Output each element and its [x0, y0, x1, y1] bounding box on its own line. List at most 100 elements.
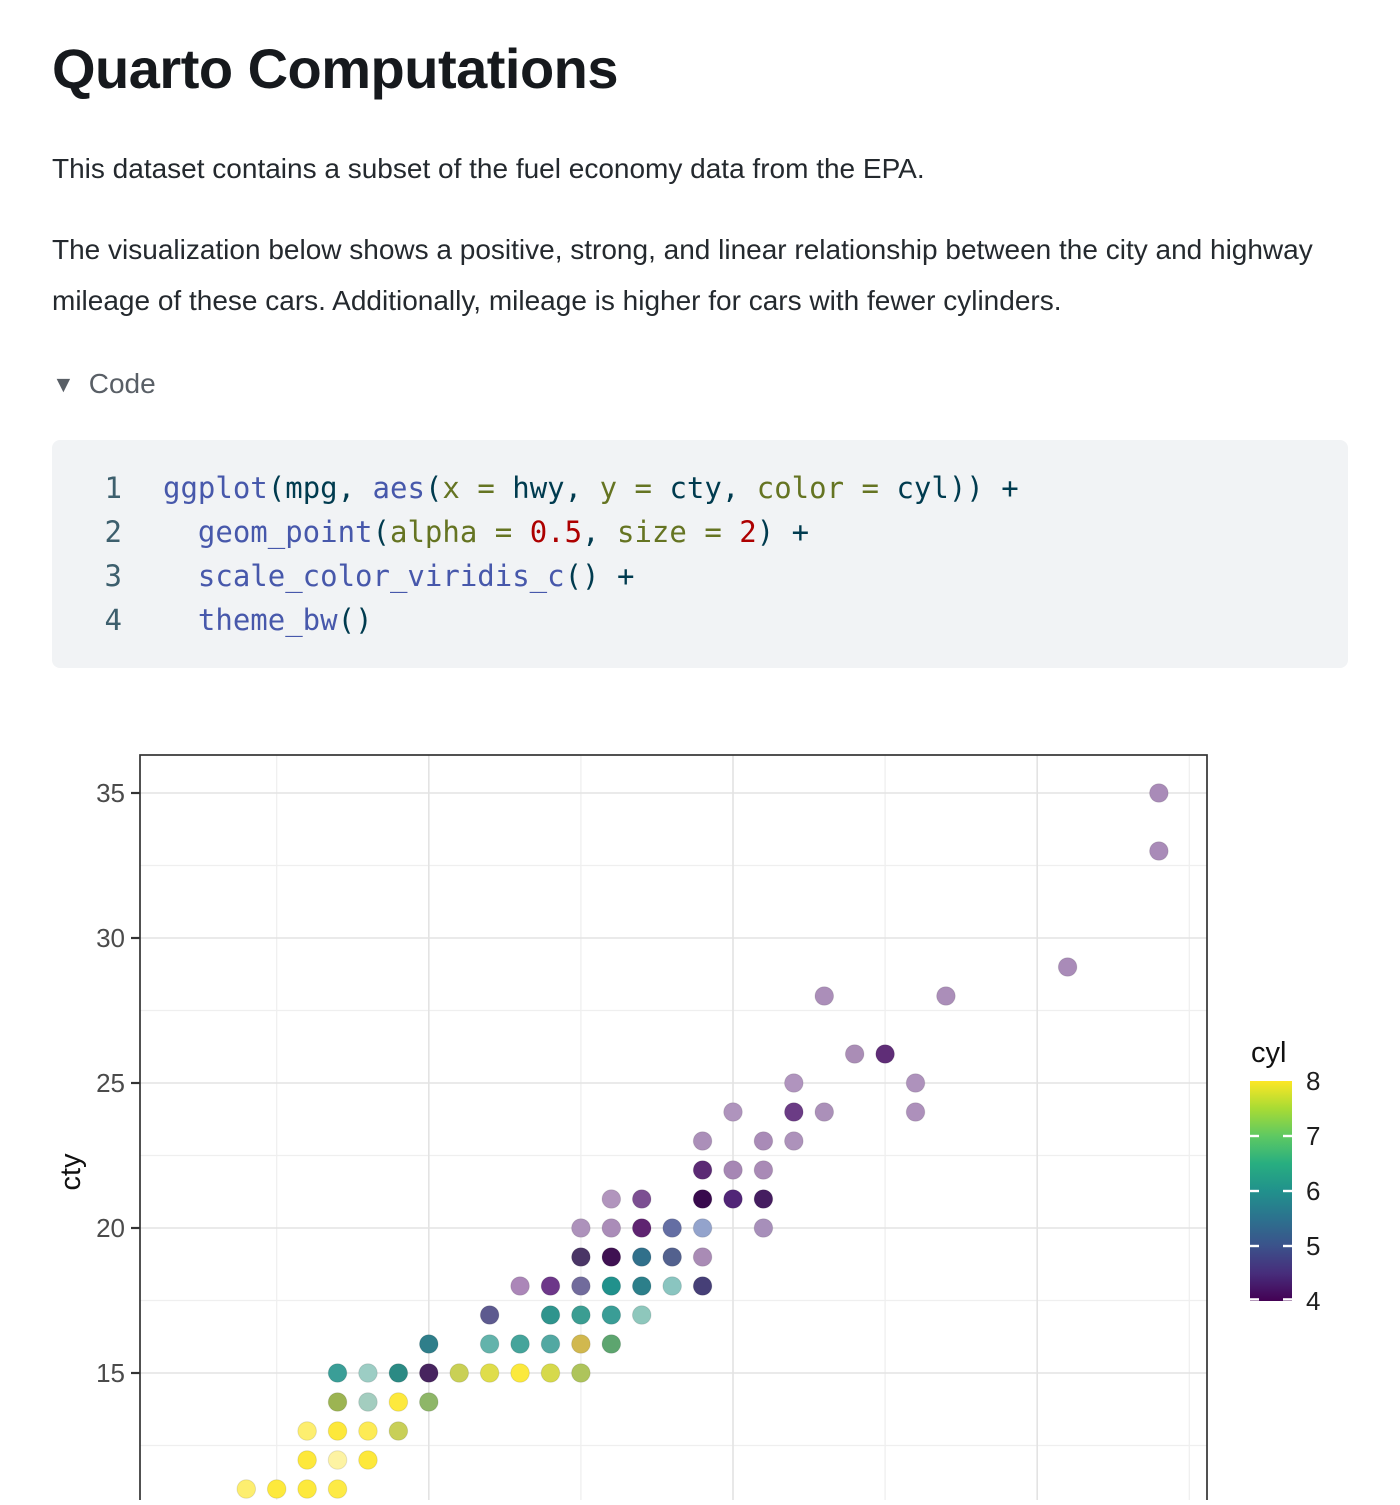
y-axis-title: cty: [55, 1153, 87, 1191]
data-point: [510, 1363, 530, 1383]
code-disclosure-label: Code: [88, 368, 156, 399]
data-point: [601, 1189, 622, 1209]
data-point: [631, 1218, 652, 1238]
data-point: [601, 1305, 622, 1325]
data-point: [601, 1218, 622, 1238]
data-point: [631, 1247, 652, 1267]
code-line: 1 ggplot(mpg, aes(x = hwy, y = cty, color…: [52, 466, 1328, 510]
data-point: [479, 1305, 500, 1325]
data-point: [1149, 783, 1169, 803]
data-point: [692, 1160, 713, 1180]
data-point: [419, 1392, 439, 1412]
code-line: 4 theme_bw(): [52, 598, 1328, 642]
data-point: [936, 986, 956, 1006]
code-text: ggplot(mpg, aes(x = hwy, y = cty, color …: [163, 471, 1019, 505]
data-point: [327, 1392, 348, 1412]
data-point: [692, 1131, 713, 1151]
triangle-down-icon: ▼: [52, 370, 75, 397]
data-point: [236, 1479, 257, 1499]
figure-chart: 35 30 25 20 15 cty cyl 8 7 6 5 4: [0, 735, 1400, 1505]
page-title: Quarto Computations: [52, 37, 619, 100]
y-tick-label: 30: [96, 923, 125, 953]
data-point: [571, 1334, 591, 1354]
code-line: 3 scale_color_viridis_c() +: [52, 554, 1328, 598]
panel-border: [139, 754, 1208, 1505]
data-point: [723, 1189, 743, 1209]
legend-tick-label: 4: [1306, 1286, 1320, 1316]
code-line: 2 geom_point(alpha = 0.5, size = 2) +: [52, 510, 1328, 554]
data-point: [419, 1334, 439, 1354]
data-point: [814, 1102, 835, 1122]
y-tick-label: 25: [96, 1068, 125, 1098]
data-point: [571, 1276, 591, 1296]
data-point: [540, 1363, 561, 1383]
data-point: [327, 1421, 348, 1441]
data-point: [297, 1479, 317, 1499]
data-point: [905, 1073, 926, 1093]
data-point: [327, 1450, 348, 1470]
data-point: [571, 1363, 591, 1383]
data-point: [358, 1450, 378, 1470]
data-point: [662, 1218, 682, 1238]
data-point: [388, 1392, 409, 1412]
data-point: [510, 1334, 530, 1354]
intro-paragraph: This dataset contains a subset of the fu…: [52, 153, 925, 184]
line-number: 1: [104, 471, 122, 505]
data-point: [631, 1189, 652, 1209]
data-point: [692, 1276, 713, 1296]
data-point: [905, 1102, 926, 1122]
data-point: [571, 1218, 591, 1238]
document-body: Quarto Computations This dataset contain…: [0, 0, 1400, 668]
data-point: [784, 1102, 804, 1122]
data-point: [662, 1276, 682, 1296]
data-point: [753, 1189, 774, 1209]
data-point: [540, 1305, 561, 1325]
code-disclosure: ▼ Code 1 ggplot(mpg, aes(x = hwy, y = cty…: [52, 368, 1348, 668]
line-number: 2: [104, 515, 122, 549]
data-point: [388, 1421, 409, 1441]
line-number: 4: [104, 603, 122, 637]
y-tick-label: 15: [96, 1358, 125, 1388]
y-tick-label: 20: [96, 1213, 125, 1243]
legend-title: cyl: [1251, 1037, 1286, 1069]
data-point: [784, 1073, 804, 1093]
data-point: [692, 1189, 713, 1209]
data-point: [1149, 841, 1169, 861]
legend-tick-label: 7: [1306, 1121, 1320, 1151]
data-point: [297, 1450, 317, 1470]
legend-tick-label: 5: [1306, 1231, 1320, 1261]
scatter-plot: 35 30 25 20 15 cty cyl 8 7 6 5 4: [55, 754, 1320, 1505]
data-point: [571, 1305, 591, 1325]
data-point: [631, 1276, 652, 1296]
code-text: scale_color_viridis_c() +: [197, 559, 635, 593]
data-point: [358, 1363, 378, 1383]
data-point: [875, 1044, 895, 1064]
legend-tick-label: 8: [1306, 1066, 1320, 1096]
legend-tick-label: 6: [1306, 1176, 1320, 1206]
data-point: [540, 1276, 561, 1296]
data-point: [327, 1479, 348, 1499]
description-paragraph: The visualization below shows a positive…: [52, 234, 1313, 316]
data-point: [479, 1363, 500, 1383]
data-point: [358, 1392, 378, 1412]
code-text: theme_bw(): [197, 603, 373, 637]
data-point: [358, 1421, 378, 1441]
data-point: [844, 1044, 865, 1064]
data-point: [601, 1334, 622, 1354]
data-point: [814, 986, 835, 1006]
data-point: [571, 1247, 591, 1267]
data-point: [1057, 957, 1078, 977]
code-disclosure-summary[interactable]: ▼ Code: [52, 368, 1348, 400]
data-point: [419, 1363, 439, 1383]
data-point: [753, 1218, 774, 1238]
data-point: [540, 1334, 561, 1354]
data-point: [692, 1218, 713, 1238]
code-block: 1 ggplot(mpg, aes(x = hwy, y = cty, color…: [52, 440, 1348, 668]
data-point: [388, 1363, 409, 1383]
data-point: [510, 1276, 530, 1296]
data-point: [327, 1363, 348, 1383]
data-point: [601, 1276, 622, 1296]
y-tick-label: 35: [96, 778, 125, 808]
data-point: [723, 1102, 743, 1122]
data-point: [297, 1421, 317, 1441]
